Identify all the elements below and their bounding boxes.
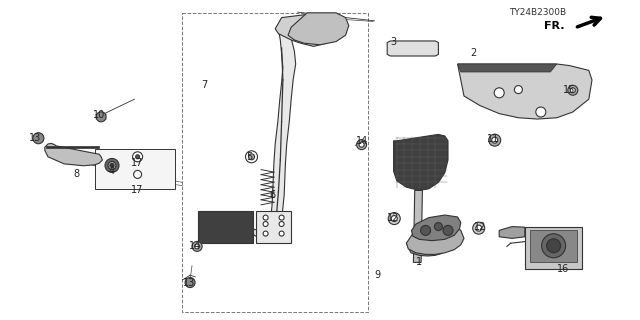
Polygon shape (499, 227, 525, 238)
Circle shape (388, 212, 400, 225)
Circle shape (536, 107, 546, 117)
Bar (95, 149, 175, 189)
Text: 7: 7 (202, 80, 208, 90)
Text: 12: 12 (474, 222, 486, 232)
Text: 16: 16 (557, 264, 570, 274)
Text: 13: 13 (29, 132, 42, 143)
Circle shape (134, 171, 141, 179)
Polygon shape (46, 146, 99, 148)
Circle shape (263, 221, 268, 227)
Circle shape (547, 239, 561, 253)
Circle shape (515, 86, 522, 94)
Circle shape (473, 222, 484, 234)
Text: 17: 17 (131, 158, 144, 168)
Text: 1: 1 (416, 257, 422, 268)
Polygon shape (275, 14, 333, 46)
Circle shape (568, 85, 578, 95)
Circle shape (263, 231, 268, 236)
Circle shape (476, 225, 482, 231)
Circle shape (279, 221, 284, 227)
Polygon shape (413, 190, 422, 262)
Circle shape (110, 164, 114, 167)
Bar (182, 13, 368, 312)
Text: TY24B2300B: TY24B2300B (509, 8, 566, 17)
Circle shape (263, 215, 268, 220)
Text: 5: 5 (246, 152, 253, 162)
Polygon shape (406, 224, 464, 254)
Circle shape (492, 137, 498, 143)
Circle shape (136, 155, 140, 159)
Circle shape (108, 162, 116, 170)
Circle shape (195, 244, 200, 249)
Polygon shape (458, 64, 592, 119)
Polygon shape (406, 234, 451, 256)
Text: 4: 4 (109, 166, 115, 176)
Polygon shape (412, 215, 461, 241)
Circle shape (279, 215, 284, 220)
Circle shape (246, 151, 257, 163)
Text: 12: 12 (387, 212, 400, 223)
Circle shape (494, 88, 504, 98)
Circle shape (248, 154, 255, 160)
Circle shape (443, 225, 453, 236)
Circle shape (359, 142, 364, 147)
Polygon shape (458, 64, 557, 72)
Polygon shape (387, 41, 438, 56)
Bar (525, 227, 582, 269)
Circle shape (96, 112, 106, 122)
Polygon shape (394, 134, 448, 190)
Polygon shape (252, 29, 296, 242)
Circle shape (185, 277, 195, 288)
Circle shape (570, 88, 575, 93)
Text: 17: 17 (131, 185, 144, 196)
Circle shape (33, 133, 44, 144)
Text: 3: 3 (390, 36, 397, 47)
Bar (530, 230, 577, 262)
Circle shape (192, 241, 202, 252)
Text: 15: 15 (563, 84, 576, 95)
Circle shape (105, 158, 119, 172)
Text: 11: 11 (486, 134, 499, 144)
Polygon shape (198, 211, 253, 243)
Circle shape (132, 152, 143, 162)
Text: 13: 13 (182, 278, 195, 288)
Polygon shape (45, 143, 102, 166)
Text: 9: 9 (374, 270, 381, 280)
Polygon shape (256, 211, 291, 243)
Circle shape (435, 223, 442, 231)
Polygon shape (288, 13, 349, 45)
Text: 10: 10 (93, 110, 106, 120)
Text: 8: 8 (74, 169, 80, 180)
Text: 14: 14 (355, 136, 368, 146)
Text: 6: 6 (269, 190, 275, 200)
Text: 14: 14 (189, 241, 202, 252)
Text: FR.: FR. (544, 20, 564, 31)
Text: 2: 2 (470, 48, 477, 58)
Circle shape (541, 234, 566, 258)
Circle shape (391, 216, 397, 221)
Circle shape (279, 231, 284, 236)
Circle shape (489, 134, 500, 146)
Circle shape (356, 140, 367, 150)
Circle shape (420, 225, 431, 236)
